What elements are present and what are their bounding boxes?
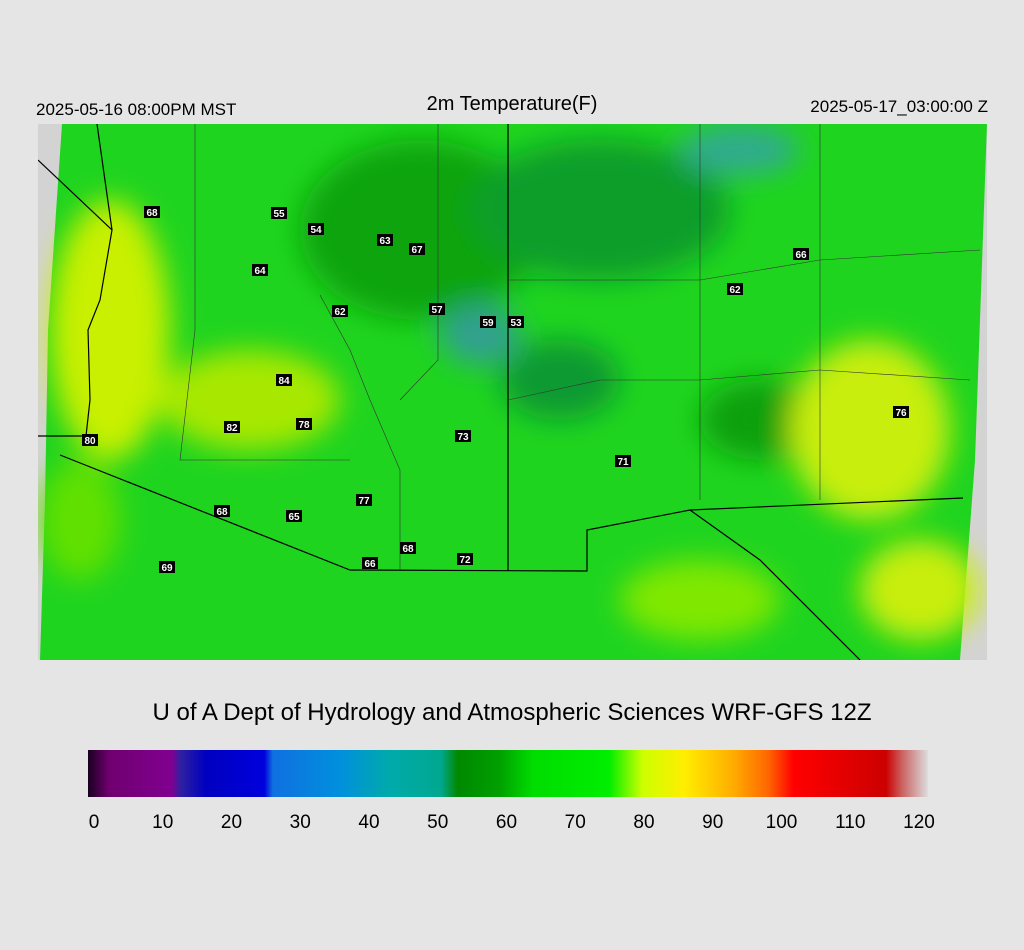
station-box	[362, 557, 378, 569]
colorbar-ticks: 0 10 20 30 40 50 60 70 80 90 100 110 120	[89, 812, 935, 833]
station-value: 54	[310, 225, 322, 236]
station-value: 69	[161, 563, 173, 574]
station-value: 84	[278, 376, 290, 387]
station-box	[615, 455, 631, 467]
station-value: 80	[84, 436, 96, 447]
colorbar-tick-label: 120	[903, 812, 935, 833]
station-value: 68	[146, 208, 158, 219]
colorbar-tick-label: 40	[358, 812, 379, 833]
station-box	[252, 264, 268, 276]
station-box	[144, 206, 160, 218]
station-value: 66	[364, 559, 376, 570]
colorbar-tick-label: 100	[766, 812, 798, 833]
station-value: 73	[457, 432, 469, 443]
colorbar-tick-label: 70	[565, 812, 586, 833]
colorbar-tick-label: 110	[835, 812, 865, 833]
station-box	[508, 316, 524, 328]
station-box	[429, 303, 445, 315]
station-box	[296, 418, 312, 430]
station-box	[457, 553, 473, 565]
station-box	[276, 374, 292, 386]
station-labels: 68 55 54 63 67 64 66 62 62 57 59 53 84 76 82 78 80 73 71 77…	[82, 206, 909, 574]
station-value: 67	[411, 245, 423, 256]
station-value: 68	[216, 507, 228, 518]
colorbar-tick-label: 50	[427, 812, 448, 833]
station-box	[159, 561, 175, 573]
colorbar-tick-label: 30	[290, 812, 311, 833]
station-value: 77	[358, 496, 370, 507]
station-box	[308, 223, 324, 235]
station-value: 71	[617, 457, 629, 468]
station-value: 64	[254, 266, 266, 277]
station-box	[356, 494, 372, 506]
station-value: 55	[273, 209, 285, 220]
colorbar-tick-label: 0	[89, 812, 100, 833]
station-value: 53	[510, 318, 522, 329]
colorbar-tick-label: 90	[702, 812, 723, 833]
colorbar-tick-label: 20	[221, 812, 242, 833]
station-value: 62	[334, 307, 346, 318]
station-box	[400, 542, 416, 554]
station-value: 66	[795, 250, 807, 261]
station-value: 62	[729, 285, 741, 296]
station-box	[214, 505, 230, 517]
station-value: 76	[895, 408, 907, 419]
station-box	[286, 510, 302, 522]
station-box	[332, 305, 348, 317]
station-box	[224, 421, 240, 433]
station-box	[271, 207, 287, 219]
station-value: 72	[459, 555, 471, 566]
station-box	[409, 243, 425, 255]
station-box	[727, 283, 743, 295]
colorbar-tick-label: 10	[152, 812, 173, 833]
station-value: 63	[379, 236, 391, 247]
station-box	[893, 406, 909, 418]
header-left: 2025-05-16 08:00PM MST	[36, 100, 236, 119]
station-value: 68	[402, 544, 414, 555]
station-value: 65	[288, 512, 300, 523]
station-value: 78	[298, 420, 310, 431]
map	[38, 124, 987, 660]
footer: U of A Dept of Hydrology and Atmospheric…	[153, 699, 872, 726]
station-box	[793, 248, 809, 260]
station-value: 82	[226, 423, 238, 434]
station-box	[455, 430, 471, 442]
station-value: 57	[431, 305, 443, 316]
station-box	[82, 434, 98, 446]
colorbar-tick-label: 60	[496, 812, 517, 833]
colorbar-tick-label: 80	[633, 812, 654, 833]
map-title: 2m Temperature(F)	[427, 93, 598, 115]
colorbar	[88, 750, 928, 797]
header-right: 2025-05-17_03:00:00 Z	[810, 97, 988, 116]
station-box	[377, 234, 393, 246]
station-value: 59	[482, 318, 494, 329]
station-box	[480, 316, 496, 328]
